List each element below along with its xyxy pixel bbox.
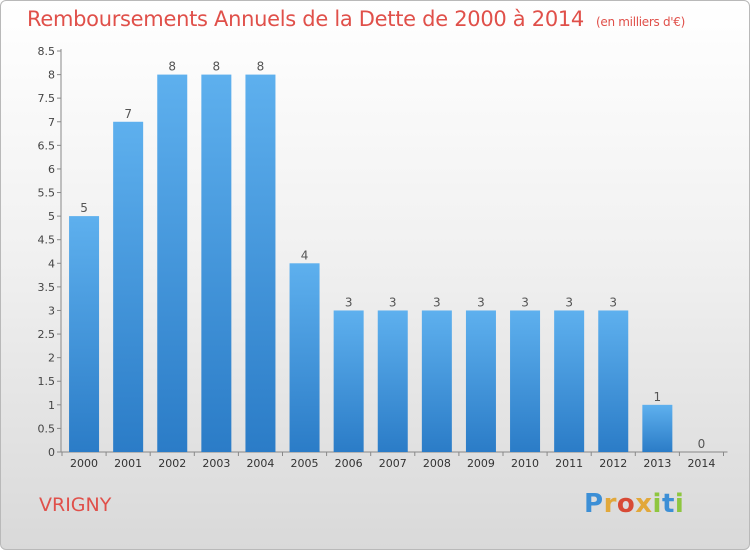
brand-letter: i [652,489,662,519]
x-tick-label: 2009 [467,457,495,470]
y-tick-label: 6.5 [38,139,56,152]
proxiti-logo: Proxiti [584,489,684,519]
y-tick-label: 8.5 [38,45,56,58]
brand-letter: x [635,489,653,519]
data-label: 1 [654,390,662,404]
brand-letter: P [584,489,604,519]
x-tick-label: 2011 [555,457,583,470]
y-tick-label: 4.5 [38,234,56,247]
data-label: 3 [477,295,485,309]
y-tick-label: 1.5 [38,375,56,388]
x-tick-label: 2012 [599,457,627,470]
x-tick-label: 2001 [114,457,142,470]
x-tick-label: 2006 [335,457,363,470]
y-tick-label: 3.5 [38,281,56,294]
x-tick-label: 2002 [158,457,186,470]
x-tick-label: 2007 [379,457,407,470]
data-label: 3 [609,295,617,309]
chart-title: Remboursements Annuels de la Dette de 20… [27,7,685,31]
y-tick-label: 3 [48,304,55,317]
y-tick-label: 7.5 [38,92,56,105]
bar [421,310,452,452]
brand-letter: o [616,489,636,519]
data-label: 8 [168,60,176,74]
data-label: 8 [257,60,265,74]
data-label: 0 [698,437,706,451]
y-tick-label: 0.5 [38,422,56,435]
x-tick-label: 2004 [246,457,274,470]
y-tick-label: 1 [48,399,55,412]
x-tick-label: 2010 [511,457,539,470]
data-label: 3 [389,295,397,309]
bar [245,74,276,453]
bar [289,263,320,452]
y-tick-label: 2 [48,352,55,365]
y-tick-label: 0 [48,446,55,459]
data-label: 5 [80,201,88,215]
data-label: 8 [213,60,221,74]
chart-labels: 2000 5 2001 7 2002 8 2003 8 2004 8 2005 4 2006 3 2007 3… [70,60,715,470]
x-tick-label: 2003 [202,457,230,470]
y-tick-label: 6 [48,163,55,176]
data-label: 3 [433,295,441,309]
x-tick-label: 2014 [687,457,715,470]
data-label: 7 [124,107,132,121]
bar [377,310,408,452]
chart-subtitle: (en milliers d'€) [596,15,686,29]
bar [554,310,585,452]
bar [642,404,673,452]
x-tick-label: 2005 [291,457,319,470]
brand-letter: t [661,489,675,519]
brand-letter: i [674,489,685,519]
chart-bars [69,74,673,453]
x-tick-label: 2013 [643,457,671,470]
y-tick-label: 4 [48,257,55,270]
data-label: 3 [521,295,529,309]
bar [201,74,232,453]
bar [157,74,188,453]
commune-name: VRIGNY [39,494,112,516]
bar [113,121,144,452]
brand-letter: r [603,489,617,519]
bar [69,216,100,452]
y-tick-label: 2.5 [38,328,56,341]
bar [598,310,629,452]
x-tick-label: 2000 [70,457,98,470]
chart-title-text: Remboursements Annuels de la Dette de 20… [27,7,584,31]
x-tick-label: 2008 [423,457,451,470]
data-label: 4 [301,248,309,262]
bar [333,310,364,452]
bar [465,310,496,452]
bar [510,310,541,452]
data-label: 3 [565,295,573,309]
y-tick-label: 8 [48,69,55,82]
data-label: 3 [345,295,353,309]
y-tick-label: 5.5 [38,187,56,200]
y-tick-label: 7 [48,116,55,129]
chart-axes: 0 0.5 1 1.5 2 2.5 3 3.5 4 4.5 5 5.5 6 6.5 7 7.5 8 8.5 [38,45,728,459]
y-tick-label: 5 [48,210,55,223]
